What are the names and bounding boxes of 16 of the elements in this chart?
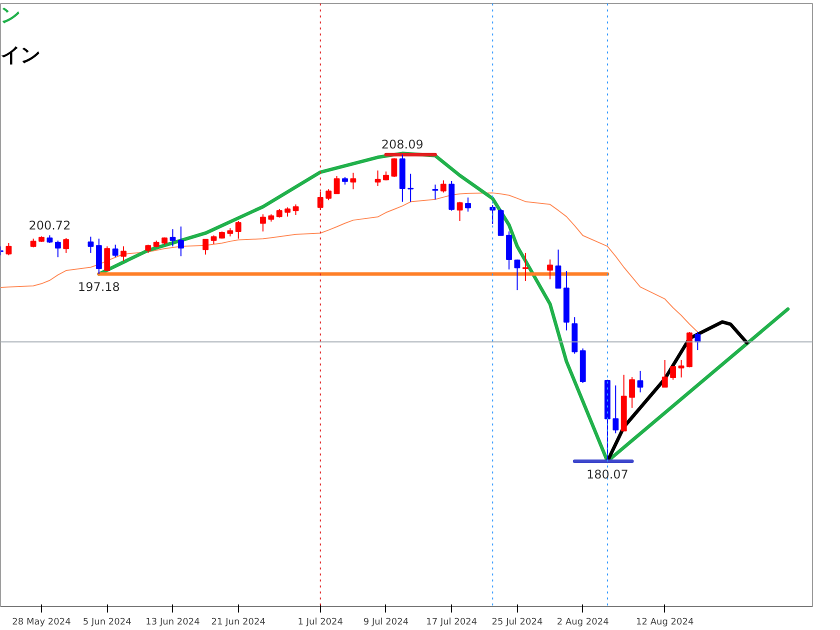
x-tick-label: 1 Jul 2024	[298, 618, 344, 628]
annotation: 208.09	[381, 138, 424, 152]
x-tick-label: 17 Jul 2024	[426, 618, 478, 628]
annotation: 200.72	[28, 218, 71, 232]
x-tick-label: 5 Jun 2024	[82, 618, 132, 628]
x-tick-label: 13 Jun 2024	[146, 618, 200, 628]
annotation: 180.07	[586, 467, 628, 482]
x-tick-label: 28 May 2024	[12, 618, 72, 628]
annotation: ン	[0, 2, 20, 26]
x-tick-label: 12 Aug 2024	[636, 618, 694, 628]
x-tick-label: 2 Aug 2024	[556, 618, 610, 628]
annotation: イン	[0, 42, 40, 66]
x-tick-label: 25 Jul 2024	[492, 618, 543, 628]
annotation: 197.18	[78, 280, 120, 294]
x-tick-label: 21 Jun 2024	[211, 618, 266, 628]
x-tick-label: 9 Jul 2024	[363, 618, 409, 628]
